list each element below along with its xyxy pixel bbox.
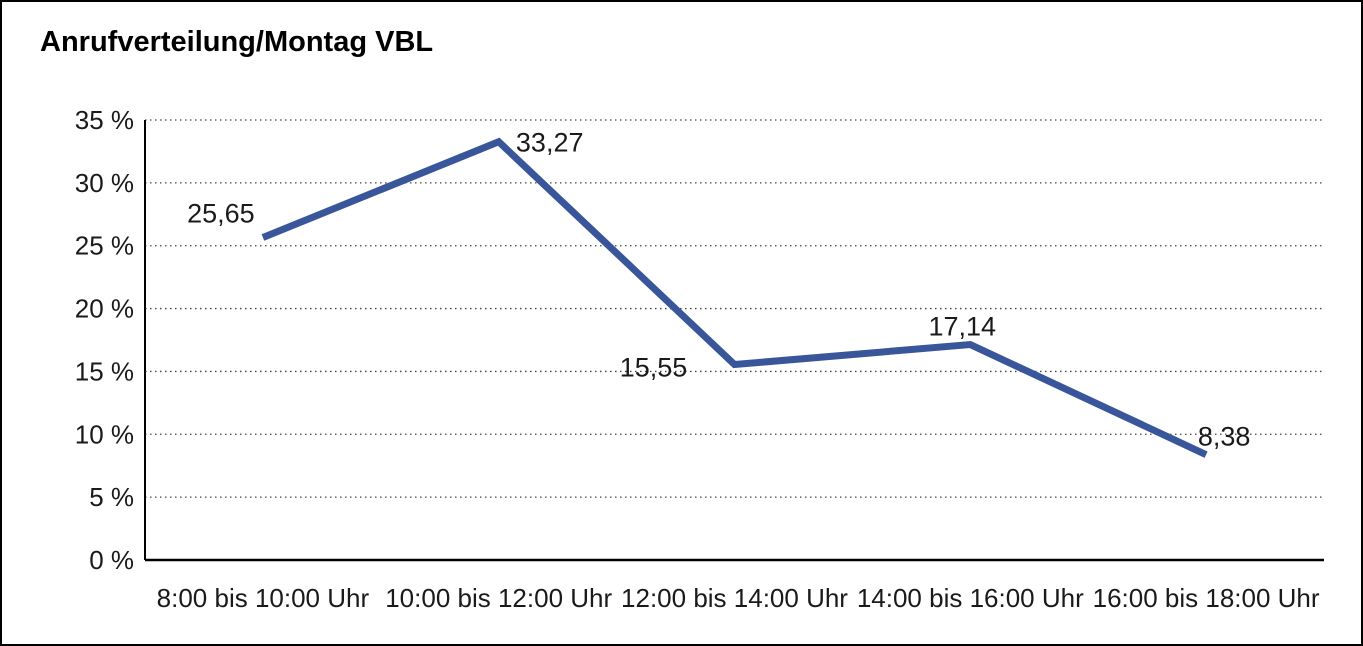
x-category-label: 14:00 bis 16:00 Uhr [857, 583, 1084, 613]
y-tick-label: 15 % [75, 356, 134, 386]
x-category-label: 10:00 bis 12:00 Uhr [385, 583, 612, 613]
y-tick-label: 35 % [75, 105, 134, 135]
x-category-label: 8:00 bis 10:00 Uhr [157, 583, 370, 613]
data-label: 33,27 [516, 128, 584, 158]
data-label: 15,55 [620, 353, 688, 383]
y-tick-label: 30 % [75, 168, 134, 198]
data-label: 8,38 [1198, 422, 1251, 452]
x-category-label: 16:00 bis 18:00 Uhr [1093, 583, 1320, 613]
y-tick-label: 25 % [75, 231, 134, 261]
series-line [261, 137, 1208, 458]
y-tick-label: 0 % [89, 545, 134, 575]
data-label: 17,14 [929, 312, 997, 342]
y-tick-label: 20 % [75, 294, 134, 324]
data-label: 25,65 [187, 199, 255, 229]
chart-title: Anrufverteilung/Montag VBL [40, 26, 434, 58]
y-tick-label: 5 % [89, 482, 134, 512]
y-tick-label: 10 % [75, 419, 134, 449]
x-category-label: 12:00 bis 14:00 Uhr [621, 583, 848, 613]
